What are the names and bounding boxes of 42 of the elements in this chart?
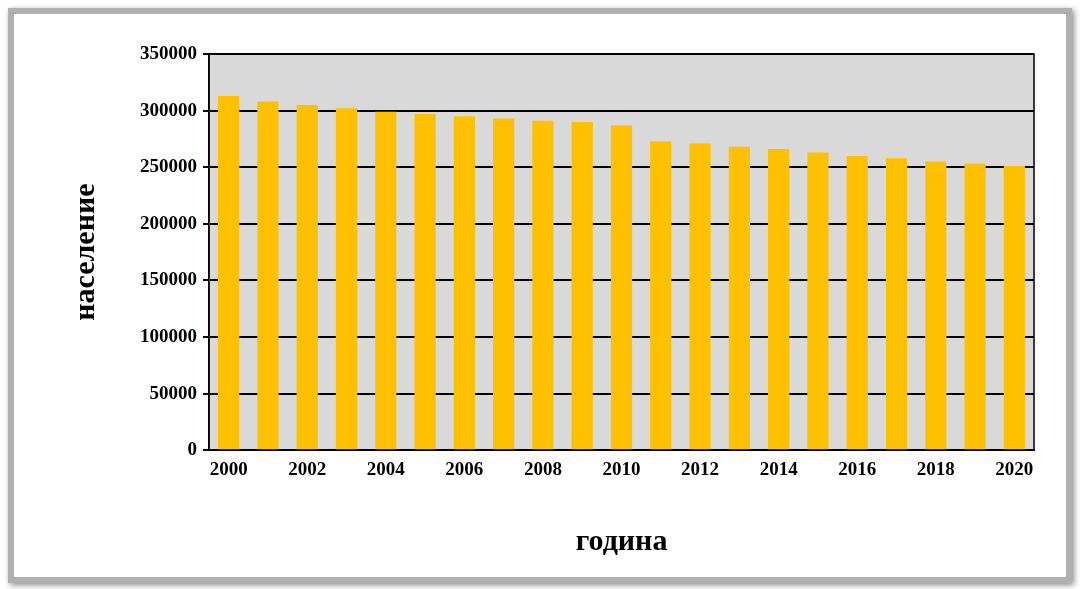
bar	[650, 141, 672, 450]
x-tick-label: 2006	[445, 457, 484, 479]
bar	[689, 143, 711, 450]
bar	[610, 125, 633, 450]
bar	[807, 152, 829, 450]
bar	[571, 121, 593, 450]
y-tick-label: 200000	[140, 211, 197, 233]
bar	[296, 104, 318, 450]
y-axis-title: население	[66, 183, 100, 321]
y-tick-label: 50000	[149, 381, 197, 403]
bar	[218, 95, 240, 450]
bar	[532, 120, 554, 450]
x-tick-label: 2016	[838, 457, 877, 479]
bar	[453, 116, 475, 450]
bar	[768, 149, 790, 450]
x-tick-label: 2004	[366, 457, 406, 479]
y-tick-label: 300000	[140, 98, 197, 120]
bar	[964, 163, 986, 450]
x-tick-label: 2014	[759, 457, 799, 479]
bar	[885, 158, 908, 450]
bar	[728, 146, 750, 450]
x-tick-label: 2020	[995, 457, 1034, 479]
x-tick-label: 2012	[681, 457, 720, 479]
y-tick-label: 100000	[140, 324, 197, 346]
bar	[846, 155, 868, 450]
bar	[375, 111, 397, 450]
x-tick-label: 2008	[523, 457, 562, 479]
y-tick-label: 0	[187, 438, 197, 460]
x-tick-label: 2010	[602, 457, 641, 479]
y-tick-label: 350000	[140, 41, 197, 63]
x-tick-label: 2002	[288, 457, 327, 479]
bar	[1003, 166, 1025, 450]
bar	[493, 118, 515, 450]
bar	[335, 108, 358, 450]
y-tick-label: 250000	[140, 155, 197, 177]
x-axis-title: година	[575, 522, 668, 556]
bar	[925, 161, 947, 450]
bar	[414, 114, 436, 450]
bar	[257, 101, 279, 450]
x-tick-label: 2018	[916, 457, 955, 479]
y-tick-label: 150000	[140, 268, 197, 290]
x-tick-label: 2000	[209, 457, 248, 479]
